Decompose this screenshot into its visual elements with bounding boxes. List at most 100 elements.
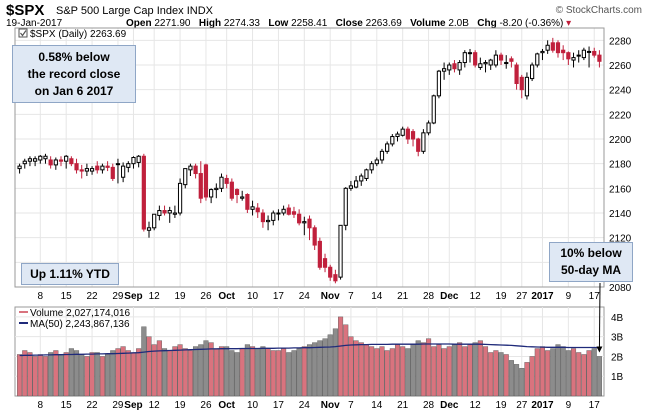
candle-body [353,180,359,188]
volume-bar [457,342,463,397]
volume-bar [151,344,157,397]
candle-body [152,213,157,229]
volume-bar [343,324,349,397]
volume-bar [394,344,401,397]
candle-body [374,159,379,165]
price-x-tick-label: Sep [124,291,142,302]
candle-body [535,53,540,66]
candle-body [493,54,498,66]
candle-body [447,64,452,71]
candle-body [250,206,255,210]
candle-body [115,163,121,166]
volume-tick-label: 3B [611,333,624,344]
volume-x-tick-label: 2017 [531,400,554,411]
volume-bar [224,346,230,397]
volume-bar [125,350,131,397]
price-tick-label: 2140 [609,209,632,220]
volume-bar [177,344,183,397]
volume-bar [358,342,364,397]
candle-body [555,42,561,54]
volume-bar [529,356,535,397]
candle-body [53,159,58,166]
candle-body [162,210,167,214]
price-tick-label: 2240 [609,86,632,97]
volume-bar [400,346,406,397]
candle-body [410,131,416,140]
volume-bar [503,354,509,397]
volume-bar [286,352,292,397]
volume-x-tick-label: 12 [470,400,482,411]
volume-bar [446,346,452,397]
candle-body [369,163,374,171]
volume-bar [348,336,354,397]
candle-body [48,159,53,166]
candle-body [245,194,250,210]
candle-body [483,62,488,65]
candle-body [364,169,369,179]
volume-bar [182,348,188,397]
candle-body [100,165,105,171]
price-x-tick-label: 17 [589,291,601,302]
volume-bar [420,342,426,397]
volume-bar [338,316,344,397]
candle-body [566,52,571,60]
volume-x-tick-label: Oct [218,400,235,411]
symbol-title: $SPX [6,2,45,19]
brand-label: © StockCharts.com [555,5,642,16]
candle-body [416,138,421,152]
candle-body [379,150,385,161]
price-x-tick-label: 15 [61,291,73,302]
candle-body [592,50,597,56]
volume-bar [327,334,333,397]
candle-body [255,207,260,213]
volume-x-tick-label: 19 [175,400,187,411]
candle-body [265,219,271,223]
candle-body [338,224,343,278]
price-x-tick-label: 2017 [531,291,554,302]
candle-body [297,213,302,224]
record-note: 0.58% below the record close on Jan 6 20… [12,45,136,103]
volume-bar [514,364,520,397]
candle-body [597,54,602,62]
candle-body [74,163,79,171]
candle-body [561,49,566,54]
volume-bar [48,352,54,397]
candle-body [291,211,297,215]
volume-bar [524,362,530,397]
candle-body [276,212,281,215]
price-x-tick-label: Dec [440,291,459,302]
ohlc-readout: Open 2271.90 High 2274.33 Low 2258.41 Cl… [126,18,572,29]
candle-body [333,274,338,282]
volume-bar [363,344,369,397]
candle-body [214,187,219,191]
volume-bar [296,348,302,397]
candle-body [504,62,509,65]
candle-body [136,155,141,163]
ma50-line [19,343,600,357]
index-name: S&P 500 Large Cap Index INDX [56,5,213,17]
volume-bar [322,338,328,397]
price-x-tick-label: 27 [516,291,528,302]
candle-body [400,128,405,136]
volume-bar [550,348,556,397]
candle-body [105,165,110,168]
volume-x-tick-label: 26 [200,400,212,411]
volume-bar [472,342,478,397]
candle-body [89,168,95,172]
volume-bar [198,344,204,397]
candle-body [421,132,426,152]
volume-bar [167,350,173,397]
volume-bar [534,348,540,397]
candle-body [545,44,550,51]
volume-bar [74,350,80,397]
candle-body [467,52,473,55]
volume-bar [410,344,416,397]
candle-body [395,133,400,138]
volume-bar [260,346,266,397]
candle-body [524,76,530,97]
volume-bar [68,348,74,397]
volume-bar [63,352,69,397]
volume-bar [570,348,577,397]
candle-body [457,62,462,71]
candle-body [110,166,115,179]
